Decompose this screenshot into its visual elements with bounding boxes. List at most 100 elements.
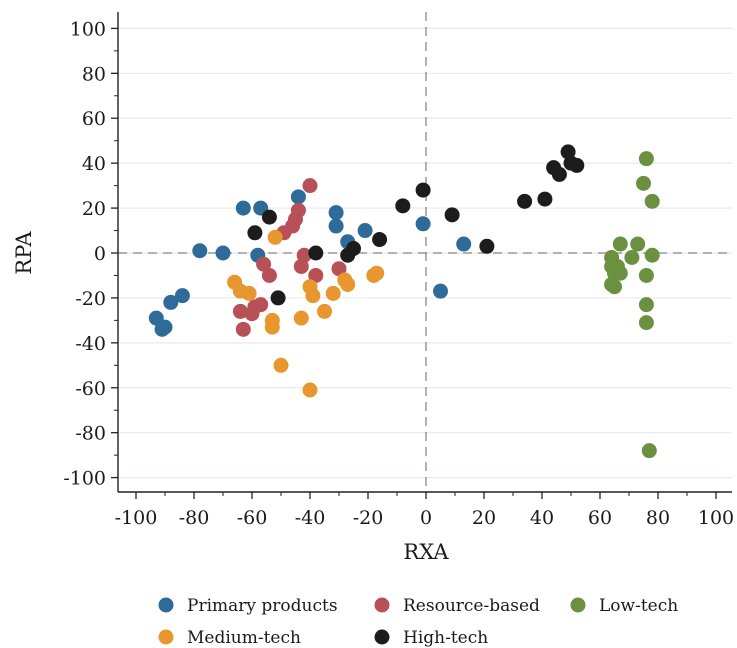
point-high-tech — [517, 193, 533, 209]
point-primary-products — [415, 216, 431, 232]
point-primary-products — [174, 288, 190, 304]
legend: Primary products Resource-based Low-tech Me… — [158, 596, 678, 648]
legend-label-high-tech: High-tech — [403, 628, 488, 648]
point-high-tech — [551, 166, 567, 182]
point-high-tech — [569, 157, 585, 173]
point-primary-products — [456, 236, 472, 252]
y-axis-title: RPA — [12, 231, 36, 275]
point-medium-tech — [317, 303, 332, 319]
x-tick-label: 0 — [420, 507, 432, 529]
point-primary-products — [192, 243, 208, 259]
point-primary-products — [235, 200, 251, 216]
x-tick-label: -40 — [295, 507, 326, 529]
x-tick-label: 100 — [698, 507, 734, 529]
point-primary-products — [215, 245, 231, 261]
y-tick-label: 20 — [82, 198, 106, 220]
point-medium-tech — [302, 382, 318, 398]
x-tick-label: -20 — [353, 507, 384, 529]
x-tick-label: 60 — [588, 507, 612, 529]
point-high-tech — [479, 238, 495, 254]
y-tick-label: -80 — [75, 423, 106, 445]
legend-marker-low-tech — [570, 597, 586, 613]
y-tick-label: -100 — [63, 468, 106, 490]
point-high-tech — [372, 232, 388, 248]
point-low-tech — [644, 247, 660, 263]
x-axis-title: RXA — [403, 540, 449, 564]
point-low-tech — [636, 175, 651, 191]
x-tick-label: -100 — [115, 507, 158, 529]
point-high-tech — [308, 245, 324, 261]
legend-marker-resource-based — [374, 597, 390, 613]
point-low-tech — [612, 265, 628, 281]
point-low-tech — [638, 297, 654, 313]
point-low-tech — [644, 193, 660, 209]
data-points — [148, 144, 660, 459]
legend-label-medium-tech: Medium-tech — [187, 628, 301, 648]
y-tick-label: 100 — [70, 18, 106, 40]
point-medium-tech — [369, 265, 385, 281]
legend-marker-primary-products — [158, 597, 174, 613]
point-medium-tech — [264, 319, 280, 335]
x-tick-label: -60 — [237, 507, 268, 529]
point-primary-products — [163, 294, 179, 310]
point-medium-tech — [241, 285, 257, 301]
point-high-tech — [346, 241, 361, 257]
legend-marker-medium-tech — [158, 629, 174, 645]
point-high-tech — [247, 225, 263, 241]
y-tick-label: 60 — [82, 108, 106, 130]
point-low-tech — [624, 249, 640, 265]
point-low-tech — [612, 236, 628, 252]
point-high-tech — [395, 198, 411, 214]
point-low-tech — [607, 279, 622, 295]
point-resource-based — [308, 267, 324, 283]
point-medium-tech — [293, 310, 309, 326]
point-primary-products — [328, 205, 344, 221]
axes: -100 -80 -60 -40 -20 0 20 40 60 80 100 -100 -80 -60 -4… — [63, 12, 734, 529]
point-resource-based — [293, 258, 309, 274]
point-medium-tech — [267, 229, 283, 245]
point-high-tech — [415, 182, 431, 198]
point-primary-products — [357, 223, 373, 239]
point-high-tech — [261, 209, 277, 225]
point-low-tech — [630, 236, 646, 252]
x-tick-label: 20 — [472, 507, 496, 529]
point-high-tech — [270, 290, 286, 306]
point-resource-based — [302, 178, 318, 194]
y-tick-label: -20 — [75, 288, 106, 310]
reference-lines — [118, 12, 732, 492]
x-tick-label: -80 — [179, 507, 210, 529]
point-high-tech — [560, 144, 576, 160]
y-tick-label: 40 — [82, 153, 106, 175]
point-medium-tech — [273, 357, 289, 373]
y-tick-label: 0 — [94, 243, 106, 265]
point-high-tech — [444, 207, 460, 223]
point-primary-products — [157, 319, 173, 335]
point-primary-products — [328, 218, 344, 234]
legend-marker-high-tech — [374, 629, 390, 645]
point-medium-tech — [305, 288, 321, 304]
point-low-tech — [638, 267, 654, 283]
point-low-tech — [638, 151, 654, 167]
point-resource-based — [232, 303, 248, 319]
point-resource-based — [253, 297, 269, 313]
point-medium-tech — [340, 276, 356, 292]
point-medium-tech — [325, 285, 341, 301]
point-low-tech — [641, 443, 657, 459]
legend-label-low-tech: Low-tech — [599, 596, 678, 616]
point-resource-based — [296, 247, 312, 263]
point-resource-based — [331, 261, 347, 277]
point-primary-products — [433, 283, 448, 299]
x-tick-label: 40 — [530, 507, 554, 529]
y-tick-label: -60 — [75, 378, 106, 400]
y-tick-label: -40 — [75, 333, 106, 355]
point-resource-based — [256, 256, 272, 272]
y-tick-label: 80 — [82, 63, 106, 85]
point-low-tech — [638, 315, 654, 331]
point-high-tech — [537, 191, 553, 207]
point-primary-products — [290, 189, 306, 205]
legend-label-resource-based: Resource-based — [403, 596, 540, 616]
legend-label-primary-products: Primary products — [187, 596, 338, 616]
point-resource-based — [261, 267, 277, 283]
